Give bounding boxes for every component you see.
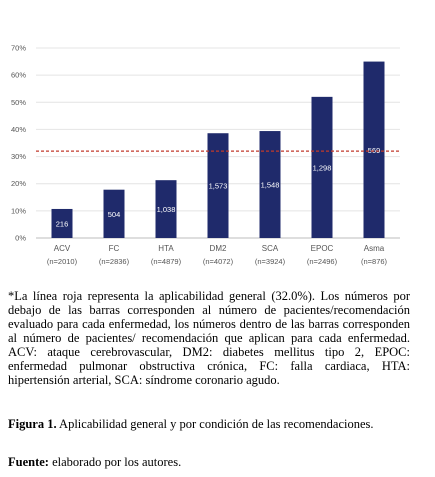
category-label: SCA (262, 244, 279, 253)
category-label: EPOC (311, 244, 334, 253)
source-label: Fuente: (8, 455, 49, 469)
bar-value-label: 1,038 (157, 205, 176, 214)
category-label: HTA (158, 244, 174, 253)
category-labels: ACV (n=2010) FC (n=2836) HTA (n=4879) DM2 (n=40… (47, 244, 388, 266)
y-tick-label: 30% (11, 152, 26, 161)
category-label: DM2 (210, 244, 227, 253)
bar-value-label: 216 (56, 219, 69, 228)
category-label: ACV (54, 244, 71, 253)
y-tick-label: 60% (11, 71, 26, 80)
y-tick-label: 0% (15, 234, 26, 243)
figure-title: Aplicabilidad general y por condición de… (59, 417, 374, 431)
bar (103, 189, 125, 238)
bar-value-label: 1,548 (261, 181, 280, 190)
figure-source: Fuente: elaborado por los autores. (8, 455, 410, 469)
bar (259, 131, 281, 238)
bar (363, 61, 385, 238)
y-axis-ticks: 0% 10% 20% 30% 40% 50% 60% 70% (11, 44, 26, 243)
applicability-bar-chart: 0% 10% 20% 30% 40% 50% 60% 70% 216 504 1,038 1,573… (11, 44, 400, 266)
y-tick-label: 50% (11, 98, 26, 107)
y-tick-label: 40% (11, 125, 26, 134)
bar (155, 180, 177, 238)
figure-note: *La línea roja representa la aplicabilid… (8, 289, 410, 387)
bar-value-label: 504 (108, 210, 121, 219)
y-tick-label: 70% (11, 44, 26, 53)
bar-value-label: 569 (368, 146, 381, 155)
figure-label: Figura 1. (8, 417, 57, 431)
bar-value-label: 1,298 (313, 163, 332, 172)
category-label: FC (109, 244, 120, 253)
y-tick-label: 20% (11, 179, 26, 188)
figure-caption: Figura 1. Aplicabilidad general y por co… (8, 417, 410, 431)
bar (51, 208, 73, 238)
category-label: Asma (364, 244, 385, 253)
y-tick-label: 10% (11, 206, 26, 215)
category-n-label: (n=876) (361, 257, 388, 266)
category-n-label: (n=2836) (99, 257, 130, 266)
bar-value-label: 1,573 (209, 182, 228, 191)
bar (311, 96, 333, 238)
category-n-label: (n=3924) (255, 257, 286, 266)
category-n-label: (n=2496) (307, 257, 338, 266)
source-text: elaborado por los autores. (52, 455, 182, 469)
bars: 216 504 1,038 1,573 1,548 1,298 569 (51, 61, 385, 238)
bar (207, 133, 229, 238)
category-n-label: (n=4072) (203, 257, 234, 266)
category-n-label: (n=4879) (151, 257, 182, 266)
category-n-label: (n=2010) (47, 257, 78, 266)
